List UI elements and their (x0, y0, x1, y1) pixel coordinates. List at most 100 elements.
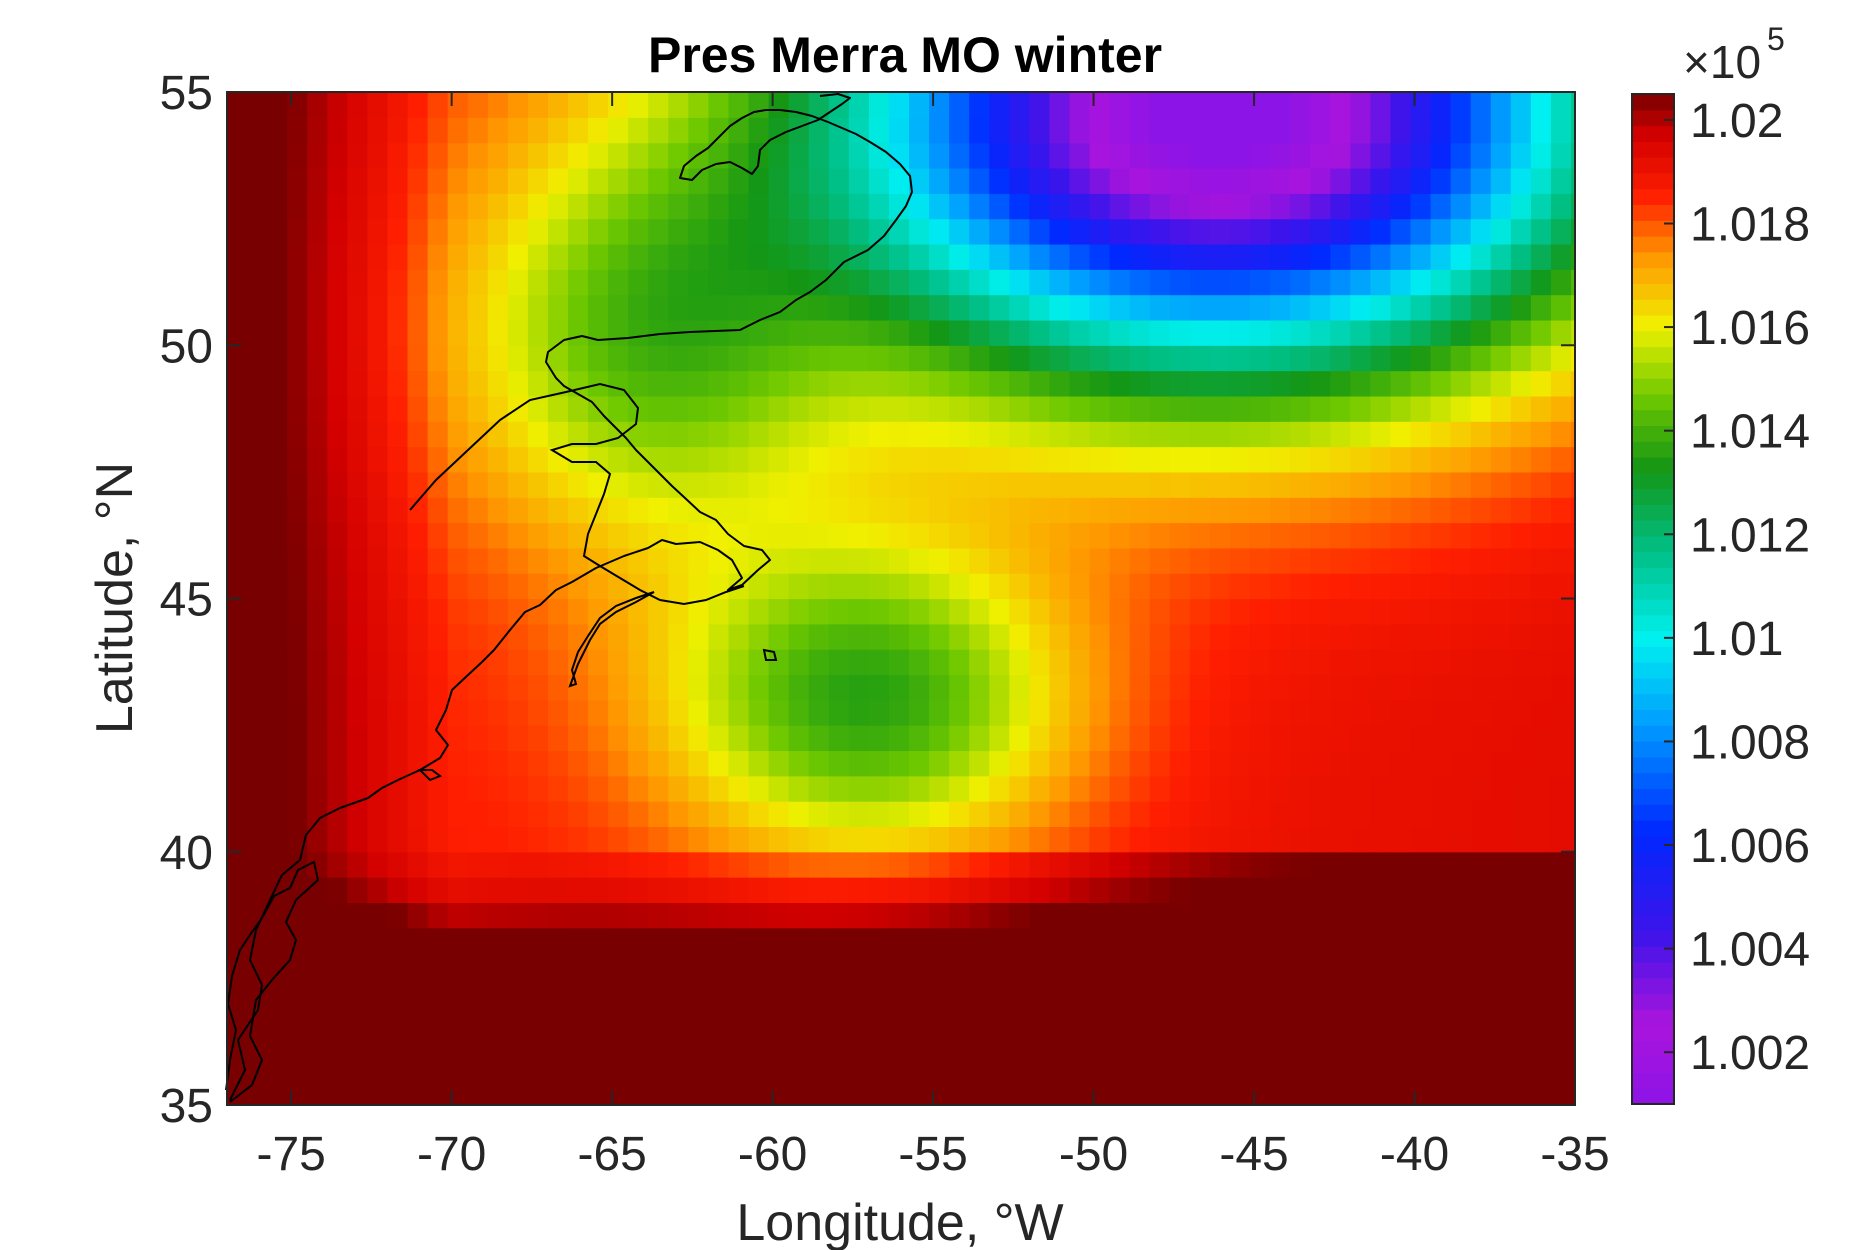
heatmap-cell (1209, 547, 1231, 574)
heatmap-cell (568, 471, 589, 498)
heatmap-cell (1250, 750, 1271, 777)
heatmap-cell (688, 547, 710, 574)
heatmap-cell (1550, 1079, 1572, 1106)
heatmap-cell (1330, 421, 1351, 448)
heatmap-cell (1450, 471, 1472, 498)
heatmap-cell (407, 294, 429, 321)
heatmap-cell (467, 725, 489, 752)
heatmap-cell (1490, 471, 1512, 498)
heatmap-cell (1109, 699, 1131, 726)
heatmap-cell (688, 319, 710, 346)
heatmap-cell (868, 623, 890, 650)
heatmap-cell (628, 775, 649, 802)
heatmap-cell (969, 978, 990, 1005)
heatmap-cell (808, 421, 830, 448)
heatmap-cell (728, 319, 750, 346)
heatmap-cell (929, 193, 950, 220)
heatmap-cell (1430, 826, 1452, 853)
heatmap-cell (1169, 978, 1191, 1005)
heatmap-cell (387, 345, 409, 372)
heatmap-cell (828, 421, 850, 448)
heatmap-cell (909, 471, 930, 498)
heatmap-cell (768, 978, 790, 1005)
heatmap-cell (267, 269, 288, 296)
heatmap-cell (347, 826, 369, 853)
heatmap-cell (1570, 370, 1576, 397)
heatmap-cell (1109, 725, 1131, 752)
heatmap-cell (1109, 649, 1131, 676)
heatmap-cell (307, 598, 328, 625)
heatmap-cell (688, 117, 710, 144)
heatmap-cell (387, 649, 409, 676)
heatmap-cell (487, 167, 509, 194)
heatmap-cell (848, 573, 870, 600)
heatmap-cell (1169, 674, 1191, 701)
heatmap-cell (808, 1054, 830, 1081)
heatmap-cell (748, 902, 770, 929)
heatmap-cell (247, 573, 268, 600)
heatmap-cell (1250, 421, 1271, 448)
heatmap-cell (909, 193, 930, 220)
heatmap-cell (1109, 953, 1131, 979)
heatmap-cell (1570, 953, 1576, 979)
heatmap-cell (307, 573, 328, 600)
heatmap-cell (1470, 1079, 1492, 1106)
heatmap-cell (1250, 117, 1271, 144)
heatmap-cell (1530, 446, 1552, 473)
heatmap-cell (1109, 370, 1131, 397)
heatmap-cell (327, 92, 348, 118)
heatmap-cell (1189, 902, 1211, 929)
colorbar-swatch (1632, 551, 1674, 569)
colorbar-swatch (1632, 804, 1674, 821)
heatmap-cell (608, 345, 629, 372)
heatmap-cell (327, 117, 348, 144)
heatmap-cell (1009, 826, 1030, 853)
heatmap-cell (1470, 446, 1492, 473)
heatmap-cell (1490, 801, 1512, 828)
heatmap-cell (989, 1029, 1010, 1055)
heatmap-cell (989, 1079, 1010, 1106)
colorbar-multiplier-exponent: 5 (1767, 21, 1785, 57)
heatmap-cell (1129, 598, 1151, 625)
heatmap-cell (427, 877, 449, 903)
heatmap-cell (1049, 345, 1071, 372)
heatmap-cell (768, 1003, 790, 1030)
heatmap-cell (507, 953, 529, 979)
heatmap-cell (447, 775, 469, 802)
heatmap-cell (1250, 1054, 1271, 1081)
heatmap-cell (929, 547, 950, 574)
heatmap-cell (1250, 547, 1271, 574)
heatmap-cell (1029, 497, 1051, 524)
heatmap-cell (267, 319, 288, 346)
heatmap-cell (648, 851, 669, 878)
heatmap-cell (1490, 1029, 1512, 1055)
heatmap-cell (1169, 446, 1191, 473)
heatmap-cell (387, 1054, 409, 1081)
heatmap-cell (1189, 851, 1211, 878)
heatmap-cell (227, 193, 248, 220)
colorbar-tick-label: 1.02 (1690, 95, 1783, 148)
heatmap-cell (848, 471, 870, 498)
heatmap-cell (367, 547, 389, 574)
heatmap-cell (748, 446, 770, 473)
heatmap-cell (487, 142, 509, 169)
heatmap-cell (447, 801, 469, 828)
heatmap-cell (527, 674, 549, 701)
heatmap-cell (1450, 395, 1472, 422)
heatmap-cell (1009, 775, 1030, 802)
heatmap-cell (588, 775, 609, 802)
heatmap-cell (588, 649, 609, 676)
heatmap-cell (1029, 243, 1051, 270)
heatmap-cell (307, 218, 328, 245)
heatmap-cell (949, 775, 970, 802)
heatmap-cell (808, 446, 830, 473)
heatmap-cell (768, 902, 790, 929)
heatmap-cell (568, 1054, 589, 1081)
heatmap-cell (1430, 117, 1452, 144)
heatmap-cell (407, 750, 429, 777)
heatmap-cell (1430, 1029, 1452, 1055)
heatmap-cell (1029, 1029, 1051, 1055)
colorbar-swatch (1632, 172, 1674, 190)
heatmap-cell (608, 1079, 629, 1106)
heatmap-cell (688, 573, 710, 600)
